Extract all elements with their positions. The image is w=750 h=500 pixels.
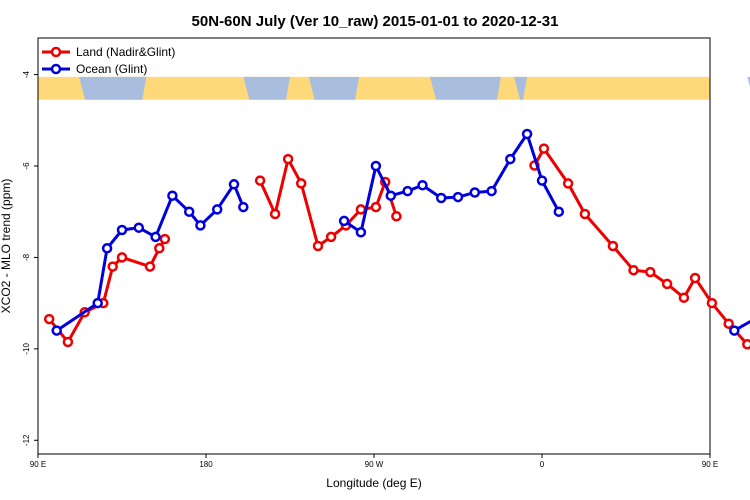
map-ocean-patch xyxy=(747,76,750,88)
data-point xyxy=(661,278,673,290)
data-point xyxy=(150,231,161,243)
x-tick-label: 90 E xyxy=(30,460,46,469)
data-point xyxy=(385,190,397,201)
data-point xyxy=(144,261,156,272)
plot-frame xyxy=(37,37,711,455)
data-point xyxy=(92,297,103,309)
series-line xyxy=(533,147,750,346)
data-point xyxy=(282,153,294,165)
data-point xyxy=(689,272,701,284)
x-tick-label: 90 E xyxy=(702,460,718,469)
data-point xyxy=(101,243,113,254)
legend-item-ocean: Ocean (Glint) xyxy=(42,62,147,76)
data-point xyxy=(159,233,171,245)
legend-marker-land xyxy=(50,46,62,58)
data-point xyxy=(678,292,690,303)
data-point xyxy=(116,224,128,236)
y-tick-label: -4 xyxy=(22,70,31,78)
legend-marker-ocean xyxy=(50,63,62,75)
map-ocean-patch xyxy=(430,76,501,100)
data-point xyxy=(723,318,734,329)
x-tick-label: 90 W xyxy=(365,460,384,469)
legend-item-land: Land (Nadir&Glint) xyxy=(42,45,175,59)
world-map-band xyxy=(38,76,750,100)
data-point xyxy=(729,325,740,336)
data-point xyxy=(435,192,447,204)
data-point xyxy=(355,227,367,238)
chart-title: 50N-60N July (Ver 10_raw) 2015-01-01 to … xyxy=(192,13,559,30)
y-tick-label: -8 xyxy=(22,253,31,261)
data-point xyxy=(370,160,382,172)
data-point xyxy=(62,336,74,348)
data-point xyxy=(505,153,516,165)
data-point xyxy=(645,266,656,278)
data-point xyxy=(706,297,718,309)
legend-label-ocean: Ocean (Glint) xyxy=(76,62,147,76)
data-point xyxy=(43,313,55,325)
series-layer xyxy=(43,128,750,350)
y-tick-label: -12 xyxy=(22,434,31,446)
x-tick-label: 180 xyxy=(199,460,213,469)
data-point xyxy=(562,178,574,189)
data-point xyxy=(238,201,249,213)
data-point xyxy=(469,187,481,198)
map-ocean-patch xyxy=(514,76,528,100)
series-land xyxy=(43,143,750,350)
data-point xyxy=(269,208,281,220)
data-point xyxy=(579,208,591,220)
x-axis: 90 E 180 90 W 0 90 E xyxy=(30,454,718,469)
data-point xyxy=(538,143,550,154)
data-point xyxy=(312,240,324,252)
data-point xyxy=(107,261,118,272)
data-point xyxy=(402,185,413,197)
data-point xyxy=(391,211,402,222)
data-point xyxy=(195,220,206,231)
data-point xyxy=(628,264,639,276)
data-point xyxy=(154,243,165,254)
legend-label-land: Land (Nadir&Glint) xyxy=(76,45,175,59)
data-point xyxy=(325,231,337,243)
data-point xyxy=(51,325,62,336)
map-ocean-patch xyxy=(243,76,290,100)
data-point xyxy=(355,204,367,215)
data-point xyxy=(183,206,195,217)
data-point xyxy=(742,339,750,350)
y-tick-label: -10 xyxy=(22,343,31,355)
x-tick-label: 0 xyxy=(540,460,545,469)
data-point xyxy=(338,215,350,227)
data-point xyxy=(553,206,565,217)
y-tick-label: -6 xyxy=(22,162,31,170)
series-ocean xyxy=(51,128,750,336)
data-point xyxy=(521,128,533,140)
data-point xyxy=(295,178,307,189)
data-point xyxy=(116,252,128,263)
data-point xyxy=(536,175,548,186)
data-point xyxy=(486,185,497,197)
legend: Land (Nadir&Glint) Ocean (Glint) xyxy=(42,45,175,76)
data-point xyxy=(607,240,619,252)
data-point xyxy=(228,179,240,190)
series-line xyxy=(733,319,750,332)
data-point xyxy=(417,179,428,191)
y-axis-label: XCO2 - MLO trend (ppm) xyxy=(0,179,13,314)
x-axis-label: Longitude (deg E) xyxy=(326,476,421,490)
data-point xyxy=(167,190,178,201)
map-ocean-patch xyxy=(79,76,147,100)
series-line xyxy=(343,132,561,234)
y-axis: -4 -6 -8 -10 -12 xyxy=(22,70,38,446)
data-point xyxy=(370,201,382,213)
data-point xyxy=(211,204,223,215)
data-point xyxy=(254,175,266,186)
data-point xyxy=(452,191,464,203)
map-ocean-patch xyxy=(308,76,360,100)
data-point xyxy=(133,222,145,233)
map-band-background xyxy=(38,76,710,100)
